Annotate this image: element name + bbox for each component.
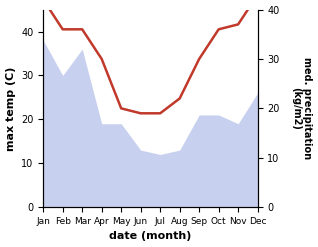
X-axis label: date (month): date (month) (109, 231, 192, 242)
Y-axis label: med. precipitation
(kg/m2): med. precipitation (kg/m2) (291, 57, 313, 159)
Y-axis label: max temp (C): max temp (C) (5, 66, 16, 151)
